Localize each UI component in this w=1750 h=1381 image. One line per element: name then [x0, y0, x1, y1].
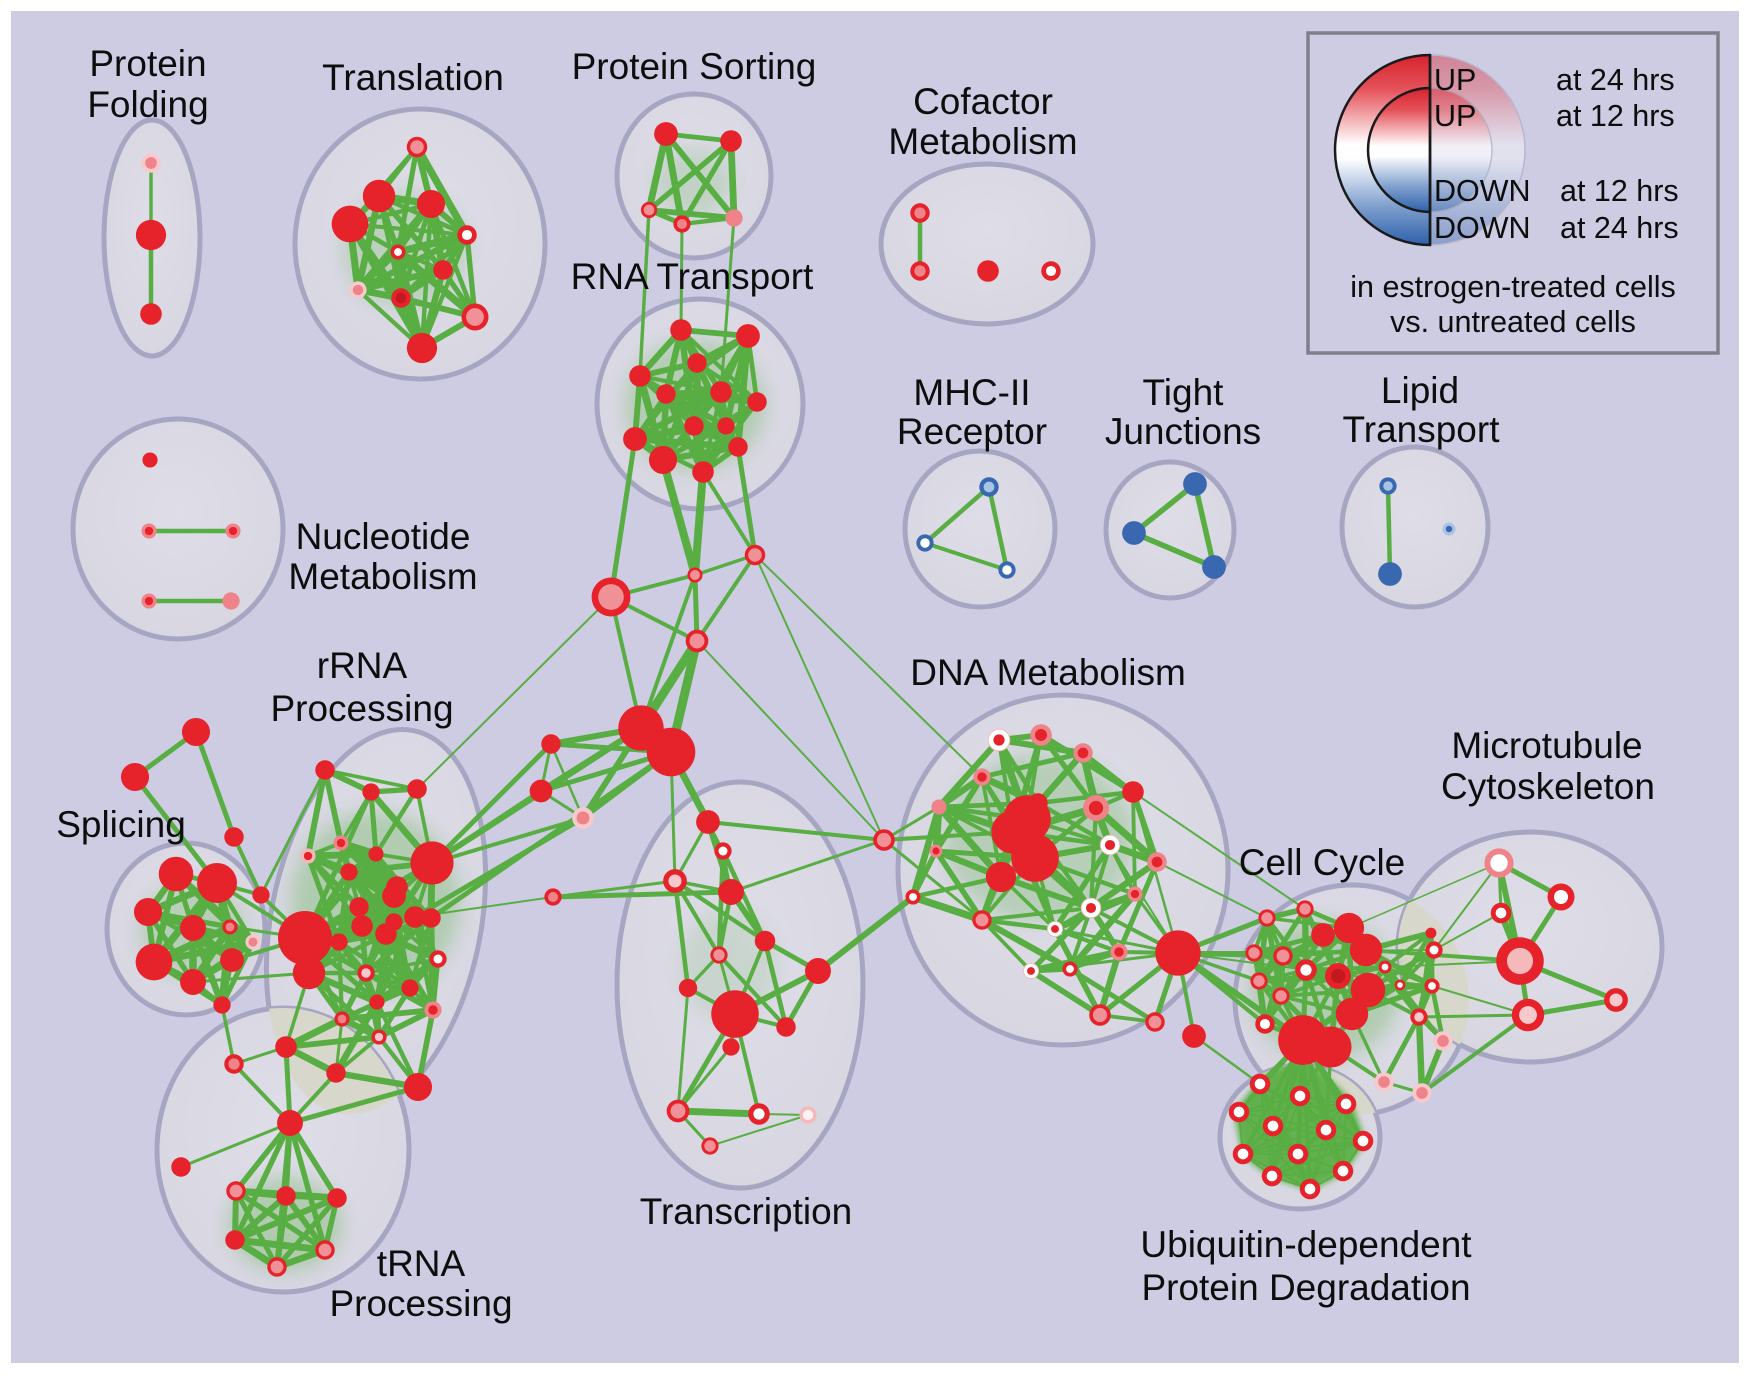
svg-text:Tight: Tight: [1143, 372, 1225, 413]
svg-text:DOWN: DOWN: [1434, 211, 1531, 245]
svg-text:Microtubule: Microtubule: [1451, 725, 1642, 766]
svg-text:Folding: Folding: [87, 84, 208, 125]
svg-text:DNA Metabolism: DNA Metabolism: [910, 652, 1186, 693]
svg-text:Processing: Processing: [329, 1283, 512, 1324]
svg-text:Cell Cycle: Cell Cycle: [1239, 842, 1406, 883]
svg-text:at 12 hrs: at 12 hrs: [1556, 99, 1675, 133]
svg-text:Receptor: Receptor: [897, 411, 1047, 452]
svg-text:UP: UP: [1434, 99, 1476, 133]
svg-text:at 24 hrs: at 24 hrs: [1560, 211, 1679, 245]
svg-text:tRNA: tRNA: [377, 1243, 466, 1284]
svg-text:MHC-II: MHC-II: [913, 372, 1030, 413]
svg-text:Junctions: Junctions: [1105, 411, 1261, 452]
svg-text:Ubiquitin-dependent: Ubiquitin-dependent: [1140, 1224, 1472, 1265]
svg-text:Metabolism: Metabolism: [288, 556, 477, 597]
svg-text:Protein: Protein: [89, 43, 206, 84]
svg-text:Translation: Translation: [322, 57, 504, 98]
svg-text:UP: UP: [1434, 63, 1476, 97]
svg-text:DOWN: DOWN: [1434, 174, 1531, 208]
svg-text:at 24 hrs: at 24 hrs: [1556, 63, 1675, 97]
svg-text:rRNA: rRNA: [317, 645, 408, 686]
svg-text:Nucleotide: Nucleotide: [296, 516, 471, 557]
svg-text:Cytoskeleton: Cytoskeleton: [1441, 766, 1655, 807]
svg-text:Transcription: Transcription: [640, 1191, 852, 1232]
svg-text:Protein Degradation: Protein Degradation: [1141, 1267, 1470, 1308]
svg-text:Splicing: Splicing: [56, 804, 186, 845]
svg-text:Processing: Processing: [270, 688, 453, 729]
svg-text:Protein Sorting: Protein Sorting: [572, 46, 817, 87]
svg-text:at 12 hrs: at 12 hrs: [1560, 174, 1679, 208]
svg-text:Metabolism: Metabolism: [888, 121, 1077, 162]
svg-text:RNA Transport: RNA Transport: [571, 256, 814, 297]
svg-text:Cofactor: Cofactor: [913, 81, 1053, 122]
svg-text:Lipid: Lipid: [1381, 370, 1459, 411]
svg-text:Transport: Transport: [1343, 409, 1501, 450]
svg-text:in estrogen-treated cells: in estrogen-treated cells: [1350, 270, 1676, 304]
svg-text:vs. untreated cells: vs. untreated cells: [1390, 305, 1636, 339]
